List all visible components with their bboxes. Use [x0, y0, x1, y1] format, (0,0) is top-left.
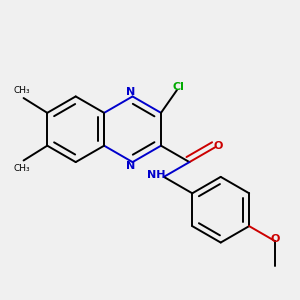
Text: CH₃: CH₃ — [14, 85, 30, 94]
Text: O: O — [270, 234, 279, 244]
Text: CH₃: CH₃ — [14, 164, 30, 173]
Text: O: O — [214, 141, 223, 151]
Text: Cl: Cl — [173, 82, 185, 92]
Text: NH: NH — [147, 170, 166, 180]
Text: N: N — [126, 87, 136, 97]
Text: N: N — [126, 161, 136, 171]
